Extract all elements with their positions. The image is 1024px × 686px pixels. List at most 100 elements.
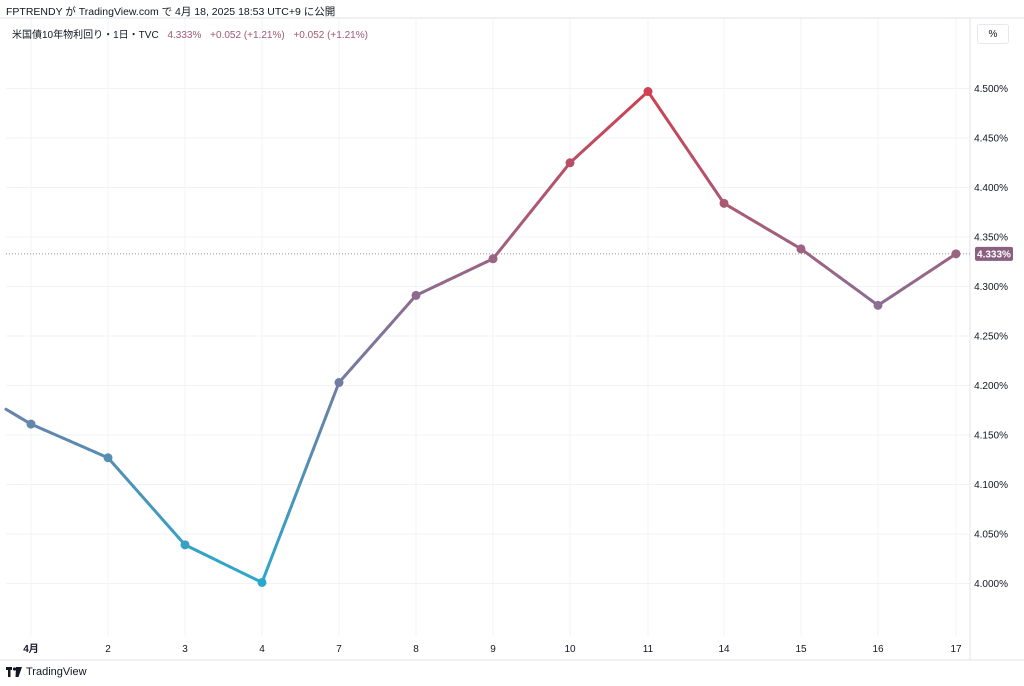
y-tick-label: 4.150% xyxy=(974,430,1008,441)
series-line-segment xyxy=(356,351,367,363)
series-line-segment xyxy=(395,308,405,319)
unit-toggle-button[interactable]: % xyxy=(977,24,1009,44)
x-tick-label: 7 xyxy=(336,644,342,655)
series-line-segment xyxy=(299,464,309,484)
last-price-tag-group: 4.333% xyxy=(975,246,1013,261)
symbol-name: 米国債10年物利回り・1日・TVC xyxy=(12,30,159,41)
series-line-segment xyxy=(671,127,682,140)
y-tick-label: 4.300% xyxy=(974,282,1008,293)
series-line-segment xyxy=(343,366,354,377)
series-line-segment xyxy=(510,225,521,237)
y-axis: 4.000% 4.050% 4.100% 4.150% 4.200% 4.250% 4.30… xyxy=(974,84,1008,590)
change-value: +0.052 (+1.21%) xyxy=(210,30,285,41)
data-point[interactable] xyxy=(411,290,421,300)
x-tick-label: 8 xyxy=(413,644,419,655)
series-line-segment xyxy=(703,173,713,187)
series-line-segment xyxy=(497,241,508,253)
data-point[interactable] xyxy=(257,577,267,587)
y-tick-label: 4.100% xyxy=(974,480,1008,491)
last-price-tag-label: 4.333% xyxy=(977,249,1011,260)
series-line-segment xyxy=(286,497,296,518)
data-point[interactable] xyxy=(334,378,344,388)
data-point[interactable] xyxy=(796,244,806,254)
last-value: 4.333% xyxy=(167,30,202,41)
series-line-segment xyxy=(145,499,155,511)
data-point[interactable] xyxy=(488,254,498,264)
x-tick-label: 17 xyxy=(950,644,962,655)
publish-info: FPTRENDY が TradingView.com で 4月 18, 2025… xyxy=(6,6,336,18)
series-line-segment xyxy=(678,136,688,149)
series-line-segment xyxy=(125,478,136,489)
y-tick-label: 4.350% xyxy=(974,233,1008,244)
series-line-segment xyxy=(684,145,694,159)
x-tick-label: 15 xyxy=(795,644,807,655)
series-line-segment xyxy=(151,507,161,518)
series-line-segment xyxy=(311,431,322,451)
series-line-segment xyxy=(659,108,669,121)
series-line-segment xyxy=(132,485,142,496)
y-tick-label: 4.500% xyxy=(974,84,1008,95)
series-line-segment xyxy=(119,470,129,482)
x-tick-label: 2 xyxy=(105,644,111,655)
series-line-segment xyxy=(318,414,328,435)
series-line-segment xyxy=(273,530,283,551)
y-tick-label: 4.200% xyxy=(974,381,1008,392)
x-tick-label: 10 xyxy=(564,644,576,655)
series-line-segment xyxy=(157,514,168,525)
data-point[interactable] xyxy=(719,198,729,208)
series-line-segment xyxy=(369,337,379,348)
x-tick-label: 4月 xyxy=(23,643,39,655)
series-line-segment xyxy=(555,169,566,181)
y-tick-label: 4.000% xyxy=(974,579,1008,590)
data-point[interactable] xyxy=(26,419,36,429)
y-tick-label: 4.250% xyxy=(974,332,1008,343)
series-line-segment xyxy=(665,117,675,131)
series-line-segment xyxy=(382,322,392,334)
x-axis: 4月 2 3 4 7 8 9 10 11 14 15 16 17 xyxy=(23,643,962,655)
series-line-segment xyxy=(523,209,533,221)
last-price-tag xyxy=(975,246,1013,261)
series-line-segment xyxy=(709,183,720,196)
series-line-layer xyxy=(4,90,958,584)
series-line-segment xyxy=(376,330,386,341)
series-line-segment xyxy=(292,480,302,501)
series-line-segment xyxy=(164,521,174,532)
footer-brand: TradingView xyxy=(6,666,87,678)
data-point[interactable] xyxy=(951,249,961,259)
series-legend[interactable]: 米国債10年物利回り・1日・TVC 4.333% +0.052 (+1.21%)… xyxy=(12,26,368,41)
series-line-segment xyxy=(530,201,540,213)
data-point[interactable] xyxy=(873,300,883,310)
x-tick-label: 16 xyxy=(872,644,884,655)
grid-layer xyxy=(0,17,1024,661)
series-line-segment xyxy=(504,233,514,245)
change-value-2: +0.052 (+1.21%) xyxy=(293,30,368,41)
series-line-segment xyxy=(138,492,148,503)
series-line-segment xyxy=(279,514,290,534)
series-line-segment xyxy=(112,463,123,474)
x-tick-label: 4 xyxy=(259,644,265,655)
data-point[interactable] xyxy=(565,158,575,168)
series-line-segment xyxy=(549,177,559,189)
x-tick-label: 14 xyxy=(718,644,730,655)
y-tick-label: 4.450% xyxy=(974,134,1008,145)
point-layer xyxy=(26,87,961,587)
data-point[interactable] xyxy=(103,453,113,463)
x-tick-label: 3 xyxy=(182,644,188,655)
data-point[interactable] xyxy=(180,540,190,550)
series-line-segment xyxy=(305,447,315,468)
y-tick-label: 4.050% xyxy=(974,529,1008,540)
data-point[interactable] xyxy=(643,87,653,97)
y-tick-label: 4.400% xyxy=(974,183,1008,194)
series-line-segment xyxy=(324,397,335,418)
series-line-segment xyxy=(517,217,527,229)
x-tick-label: 11 xyxy=(643,644,654,655)
series-line-segment xyxy=(401,301,412,312)
series-line-segment xyxy=(697,164,707,177)
x-tick-label: 9 xyxy=(490,644,496,655)
series-line-segment xyxy=(690,155,701,168)
series-line-segment xyxy=(363,344,373,355)
series-line-segment xyxy=(652,99,663,112)
series-line-segment xyxy=(542,185,553,197)
series-line-segment xyxy=(350,359,360,370)
series-line-segment xyxy=(536,193,546,205)
